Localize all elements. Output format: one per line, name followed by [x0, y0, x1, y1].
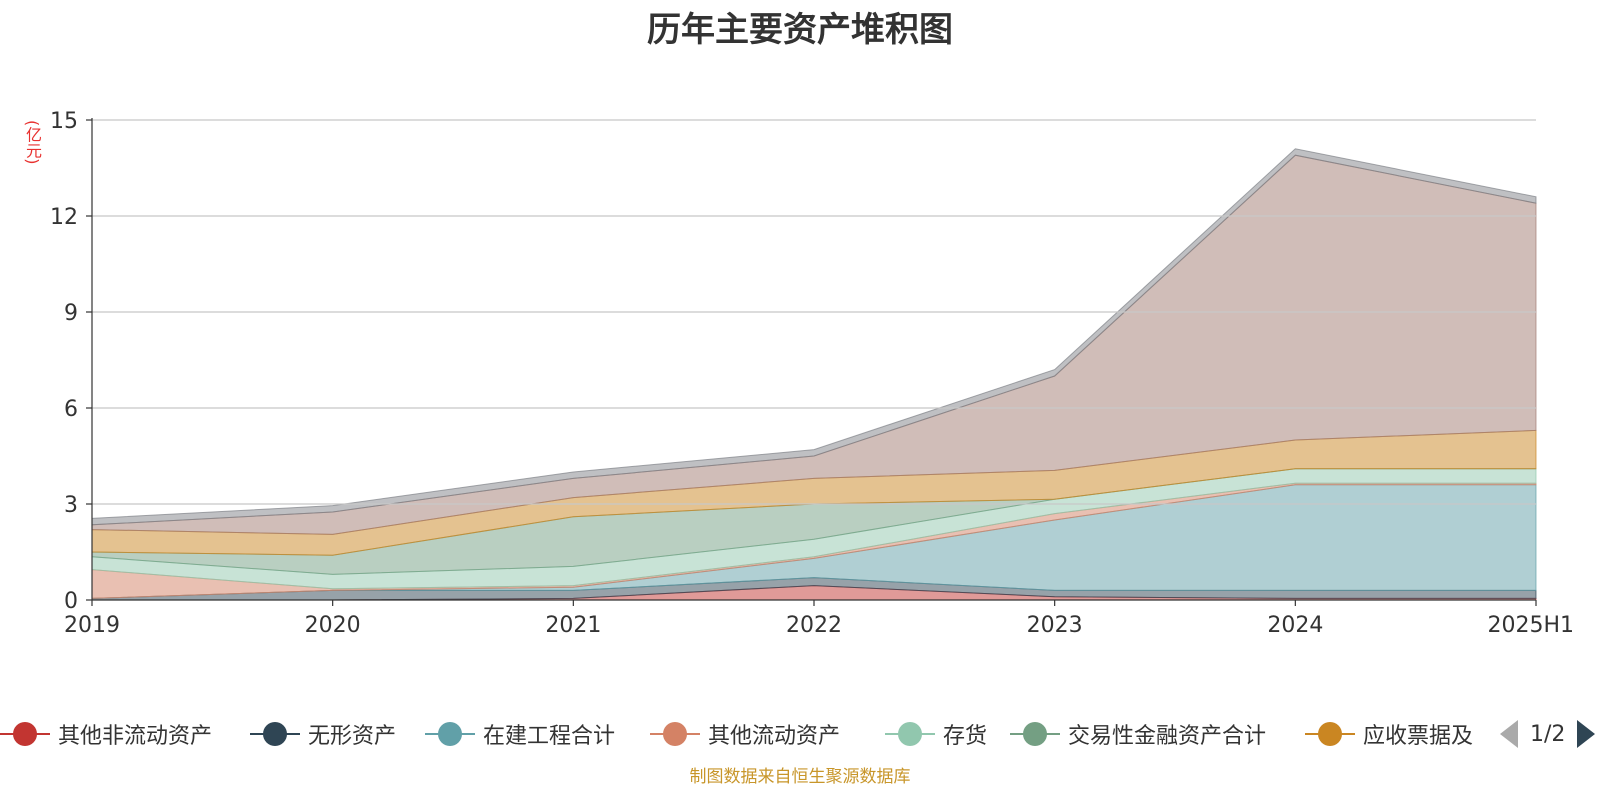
y-tick-label: 12	[50, 205, 78, 230]
chart-title: 历年主要资产堆积图	[647, 10, 953, 50]
legend-item[interactable]: 无形资产	[250, 718, 396, 750]
legend-marker-icon	[250, 720, 300, 748]
legend-page-indicator: 1/2	[1530, 721, 1566, 747]
data-source-note: 制图数据来自恒生聚源数据库	[689, 767, 911, 787]
triangle-left-icon[interactable]	[1500, 720, 1518, 748]
legend-item[interactable]: 在建工程合计	[425, 718, 615, 750]
x-tick-label: 2023	[1027, 613, 1083, 638]
x-tick-label: 2025H1	[1487, 613, 1574, 638]
x-tick-label: 2022	[786, 613, 842, 638]
x-tick-label: 2019	[64, 613, 120, 638]
legend-item[interactable]: 其他流动资产	[650, 718, 840, 750]
legend-pager: 1/2	[1500, 718, 1596, 750]
legend-marker-icon	[1010, 720, 1060, 748]
legend-marker-icon	[0, 720, 50, 748]
y-tick-label: 6	[64, 397, 78, 422]
y-tick-label: 3	[64, 493, 78, 518]
x-tick-label: 2024	[1267, 613, 1323, 638]
legend-label: 在建工程合计	[483, 724, 616, 749]
legend-item[interactable]: 交易性金融资产合计	[1010, 718, 1266, 750]
legend-label: 应收票据及	[1363, 724, 1474, 749]
legend-label: 其他流动资产	[708, 724, 841, 749]
triangle-right-icon[interactable]	[1577, 720, 1596, 748]
legend-item[interactable]: 存货	[885, 718, 987, 750]
stacked-area-chart: 0 3 6 9 12 15 2019 2020 2021 2022 2023 2024 2025H1	[50, 109, 1574, 638]
legend-item[interactable]: 应收票据及	[1305, 718, 1473, 750]
legend-marker-icon	[885, 720, 935, 748]
legend-marker-icon	[425, 720, 475, 748]
chart-legend: 其他非流动资产 无形资产 在建工程合计 其他流动资产 存货 交易性金融资产合计 应收票据及	[0, 718, 1600, 758]
y-tick-label: 9	[64, 301, 78, 326]
legend-item[interactable]: 其他非流动资产	[0, 718, 212, 750]
legend-label: 其他非流动资产	[58, 724, 213, 749]
legend-label: 交易性金融资产合计	[1068, 724, 1267, 749]
legend-marker-icon	[1305, 720, 1355, 748]
legend-label: 无形资产	[308, 724, 397, 749]
x-tick-label: 2021	[545, 613, 601, 638]
y-axis-unit-label: (亿元)	[23, 120, 42, 165]
legend-label: 存货	[943, 724, 988, 749]
y-tick-label: 15	[50, 109, 78, 134]
x-tick-label: 2020	[305, 613, 361, 638]
y-tick-label: 0	[64, 589, 78, 614]
series-area-8	[91, 148, 1537, 526]
legend-marker-icon	[650, 720, 700, 748]
